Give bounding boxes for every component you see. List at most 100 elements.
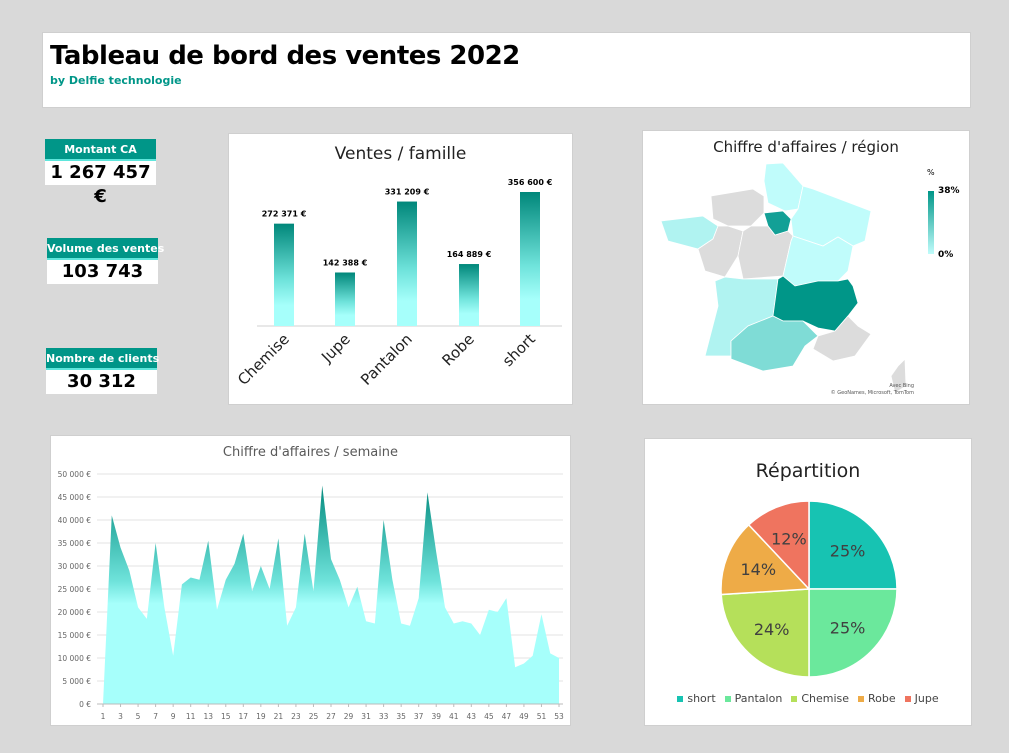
x-tick-label: 51 — [537, 712, 547, 721]
y-tick-label: 20 000 € — [58, 608, 92, 617]
pie-data-label: 25% — [830, 541, 866, 560]
x-tick-label: 47 — [502, 712, 512, 721]
kpi-label: Montant CA — [45, 139, 156, 161]
x-tick-label: 45 — [484, 712, 494, 721]
bar-robe — [459, 264, 479, 326]
bar-data-label: 331 209 € — [385, 188, 430, 197]
x-tick-label: 11 — [186, 712, 196, 721]
kpi-montant-ca: Montant CA 1 267 457 € — [45, 139, 156, 207]
x-tick-label: 37 — [414, 712, 424, 721]
region-paca[interactable] — [812, 315, 872, 362]
map-title: Chiffre d'affaires / région — [713, 138, 899, 156]
bar-data-label: 142 388 € — [323, 258, 368, 267]
y-tick-label: 40 000 € — [58, 516, 92, 525]
y-tick-label: 10 000 € — [58, 654, 92, 663]
legend-swatch — [858, 696, 865, 702]
pie-legend: short Pantalon Chemise Robe Jupe — [645, 692, 971, 705]
bar-short — [520, 192, 540, 326]
pie-slice-jupe — [747, 500, 810, 591]
region-corse[interactable] — [890, 358, 907, 394]
map-legend-title: % — [927, 168, 935, 177]
x-tick-label: 7 — [153, 712, 158, 721]
bar-category-label: Jupe — [317, 330, 354, 367]
x-tick-label: 49 — [519, 712, 529, 721]
legend-swatch — [677, 696, 684, 702]
x-tick-label: 33 — [379, 712, 389, 721]
pie-chart-card: Répartition 25% 25% 24% 14% 12% short Pantalo… — [644, 438, 972, 726]
bar-category-label: Chemise — [234, 330, 293, 389]
bar-pantalon — [397, 201, 417, 326]
legend-item: Jupe — [904, 692, 939, 705]
x-tick-label: 19 — [256, 712, 266, 721]
kpi-volume-ventes: Volume des ventes 103 743 — [47, 238, 164, 284]
bar-chemise — [274, 223, 294, 326]
kpi-label: Volume des ventes — [47, 238, 164, 260]
y-tick-label: 5 000 € — [62, 677, 91, 686]
region-normandie[interactable] — [710, 188, 765, 227]
pie-chart: 25% 25% 24% 14% 12% — [720, 500, 898, 678]
x-tick-label: 17 — [239, 712, 249, 721]
y-tick-label: 45 000 € — [58, 493, 92, 502]
region-hauts-de-france[interactable] — [763, 162, 804, 212]
kpi-nombre-clients: Nombre de clients 30 312 — [46, 348, 159, 394]
x-tick-label: 43 — [467, 712, 477, 721]
y-tick-label: 15 000 € — [58, 631, 92, 640]
page-title: Tableau de bord des ventes 2022 — [50, 41, 520, 71]
x-tick-label: 15 — [221, 712, 231, 721]
legend-label: Robe — [868, 692, 896, 705]
x-tick-label: 35 — [396, 712, 406, 721]
x-tick-label: 3 — [118, 712, 123, 721]
x-tick-label: 5 — [136, 712, 141, 721]
map-credit-bing: Avec Bing — [889, 383, 914, 389]
x-tick-label: 39 — [431, 712, 441, 721]
bar-category-label: Robe — [438, 330, 477, 369]
kpi-value: 1 267 457 € — [45, 161, 156, 207]
x-tick-label: 29 — [344, 712, 354, 721]
bar-data-label: 356 600 € — [508, 178, 553, 187]
bar-jupe — [335, 272, 355, 326]
legend-label: Chemise — [801, 692, 850, 705]
pie-chart-title: Répartition — [755, 460, 861, 482]
bar-chart-card: Ventes / famille 272 371 € Chemise 142 388… — [228, 133, 573, 405]
legend-item: Robe — [858, 692, 896, 705]
y-tick-label: 0 € — [79, 700, 91, 709]
map-legend-min: 0% — [938, 250, 954, 260]
bar-data-label: 272 371 € — [262, 210, 307, 219]
bar-category-label: short — [499, 330, 539, 370]
pie-data-label: 25% — [830, 619, 866, 638]
region-occitanie[interactable] — [730, 315, 819, 372]
legend-item: Chemise — [791, 692, 849, 705]
pie-slice-chemise — [720, 588, 810, 678]
bar-chart: 272 371 € Chemise 142 388 € Jupe 331 209 € Pa… — [234, 178, 562, 389]
pie-data-label: 12% — [771, 529, 807, 548]
legend-label: Jupe — [914, 692, 939, 705]
x-tick-label: 1 — [101, 712, 106, 721]
pie-data-label: 24% — [754, 620, 790, 639]
legend-item: short — [677, 692, 716, 705]
bar-chart-title: Ventes / famille — [334, 144, 467, 164]
x-tick-label: 31 — [361, 712, 371, 721]
x-tick-label: 27 — [326, 712, 336, 721]
map-legend-max: 38% — [938, 186, 960, 196]
header-banner: Tableau de bord des ventes 2022 by Delfi… — [42, 32, 971, 108]
y-tick-label: 25 000 € — [58, 585, 92, 594]
x-tick-label: 9 — [171, 712, 176, 721]
region-grand-est[interactable] — [790, 185, 872, 247]
legend-swatch — [791, 696, 798, 702]
map-card: Chiffre d'affaires / région % 38% 0% Ave… — [642, 130, 970, 405]
legend-label: short — [687, 692, 716, 705]
region-ile-de-france[interactable] — [763, 210, 792, 236]
pie-data-label: 14% — [740, 560, 776, 579]
legend-label: Pantalon — [734, 692, 783, 705]
pie-slice-robe — [720, 523, 811, 596]
x-tick-label: 23 — [291, 712, 301, 721]
kpi-value: 103 743 — [47, 260, 158, 284]
area-chart-card: Chiffre d'affaires / semaine 0 € 5 000 € 1… — [50, 435, 571, 726]
area-chart-title: Chiffre d'affaires / semaine — [222, 445, 399, 460]
x-tick-label: 41 — [449, 712, 459, 721]
x-tick-label: 21 — [274, 712, 284, 721]
bar-data-label: 164 889 € — [447, 250, 492, 259]
kpi-label: Nombre de clients — [46, 348, 159, 370]
map-credit-sources: © GeoNames, Microsoft, TomTom — [830, 390, 914, 396]
kpi-value: 30 312 — [46, 370, 157, 394]
